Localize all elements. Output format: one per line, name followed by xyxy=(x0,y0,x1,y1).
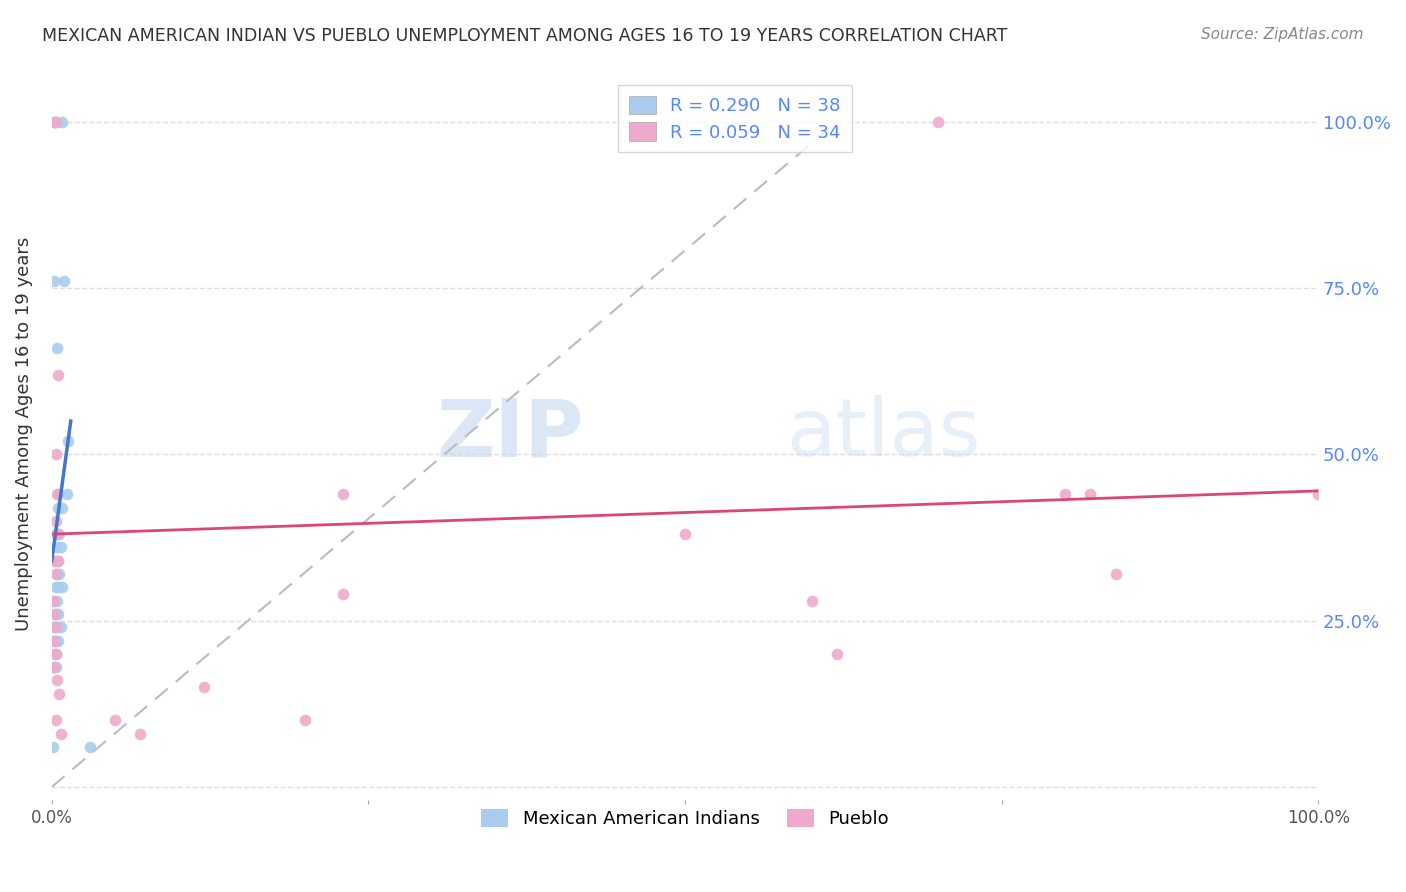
Point xyxy=(45,447,67,461)
Point xyxy=(44,274,66,288)
Point xyxy=(51,114,73,128)
Point xyxy=(45,554,67,568)
Text: ZIP: ZIP xyxy=(436,395,583,474)
Point xyxy=(45,541,67,555)
Point xyxy=(129,727,152,741)
Point xyxy=(46,554,69,568)
Point xyxy=(45,647,67,661)
Point xyxy=(45,487,67,501)
Point xyxy=(46,368,69,382)
Point xyxy=(58,434,80,448)
Point xyxy=(1078,487,1101,501)
Point xyxy=(45,114,67,128)
Point xyxy=(1104,567,1126,582)
Point xyxy=(44,660,66,674)
Point xyxy=(49,541,72,555)
Point xyxy=(45,514,67,528)
Point xyxy=(44,633,66,648)
Point xyxy=(332,587,354,601)
Point xyxy=(673,527,696,541)
Point xyxy=(45,527,67,541)
Y-axis label: Unemployment Among Ages 16 to 19 years: Unemployment Among Ages 16 to 19 years xyxy=(15,237,32,632)
Text: atlas: atlas xyxy=(786,395,980,474)
Point xyxy=(44,620,66,634)
Point xyxy=(48,687,70,701)
Point xyxy=(44,593,66,607)
Point xyxy=(1053,487,1076,501)
Point xyxy=(44,607,66,621)
Point xyxy=(45,647,67,661)
Point xyxy=(49,620,72,634)
Point xyxy=(46,607,69,621)
Legend: Mexican American Indians, Pueblo: Mexican American Indians, Pueblo xyxy=(474,801,896,835)
Point xyxy=(104,714,127,728)
Point xyxy=(44,647,66,661)
Point xyxy=(800,593,823,607)
Point xyxy=(45,620,67,634)
Point xyxy=(45,633,67,648)
Point xyxy=(51,580,73,594)
Point xyxy=(48,527,70,541)
Point xyxy=(45,580,67,594)
Point xyxy=(42,739,65,754)
Point xyxy=(48,567,70,582)
Point xyxy=(44,660,66,674)
Point xyxy=(193,680,215,694)
Point xyxy=(825,647,848,661)
Text: Source: ZipAtlas.com: Source: ZipAtlas.com xyxy=(1201,27,1364,42)
Point xyxy=(45,607,67,621)
Point xyxy=(46,500,69,515)
Point xyxy=(44,593,66,607)
Point xyxy=(45,593,67,607)
Point xyxy=(46,580,69,594)
Point xyxy=(53,274,76,288)
Point xyxy=(332,487,354,501)
Text: MEXICAN AMERICAN INDIAN VS PUEBLO UNEMPLOYMENT AMONG AGES 16 TO 19 YEARS CORRELA: MEXICAN AMERICAN INDIAN VS PUEBLO UNEMPL… xyxy=(42,27,1008,45)
Point xyxy=(49,727,72,741)
Point xyxy=(79,739,101,754)
Point xyxy=(45,567,67,582)
Point xyxy=(45,567,67,582)
Point xyxy=(46,554,69,568)
Point xyxy=(51,500,73,515)
Point xyxy=(44,554,66,568)
Point xyxy=(45,341,67,355)
Point xyxy=(44,633,66,648)
Point xyxy=(46,633,69,648)
Point xyxy=(1308,487,1330,501)
Point xyxy=(46,487,69,501)
Point xyxy=(45,114,67,128)
Point xyxy=(45,673,67,688)
Point xyxy=(44,114,66,128)
Point xyxy=(45,660,67,674)
Point xyxy=(45,620,67,634)
Point xyxy=(294,714,316,728)
Point xyxy=(927,114,949,128)
Point xyxy=(45,714,67,728)
Point xyxy=(56,487,79,501)
Point xyxy=(44,114,66,128)
Point xyxy=(45,527,67,541)
